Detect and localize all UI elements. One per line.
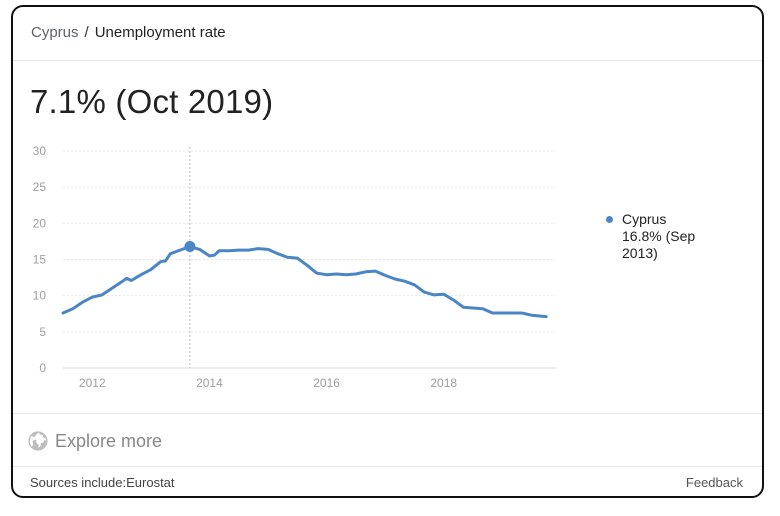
x-tick-label-2012: 2012 xyxy=(79,376,106,390)
legend-series-marker xyxy=(606,216,613,223)
y-tick-label-5: 5 xyxy=(39,325,46,339)
x-tick-label-2014: 2014 xyxy=(196,376,223,390)
breadcrumb-country-link[interactable]: Cyprus xyxy=(31,24,79,41)
legend-text: Cyprus 16.8% (Sep 2013) xyxy=(622,211,736,262)
y-tick-label-15: 15 xyxy=(33,253,47,267)
breadcrumb-topic: Unemployment rate xyxy=(94,24,226,41)
explore-divider-top xyxy=(13,413,762,414)
y-tick-label-0: 0 xyxy=(39,361,46,375)
globe-icon xyxy=(28,431,48,451)
breadcrumb-separator: / xyxy=(84,24,89,41)
y-tick-label-30: 30 xyxy=(33,144,47,158)
legend-series-name: Cyprus xyxy=(622,211,667,227)
series-line-cyprus[interactable] xyxy=(61,245,548,319)
breadcrumb: Cyprus / Unemployment rate xyxy=(31,24,226,41)
legend-value-line2: 2013) xyxy=(622,245,658,261)
explore-more-link[interactable]: Explore more xyxy=(27,430,162,452)
footer-divider xyxy=(13,466,762,467)
highlight-point[interactable] xyxy=(184,240,196,252)
current-value-headline: 7.1% (Oct 2019) xyxy=(30,83,274,120)
chart-legend: Cyprus 16.8% (Sep 2013) xyxy=(606,211,736,262)
explore-more-label: Explore more xyxy=(55,430,163,451)
x-tick-label-2018: 2018 xyxy=(430,376,457,390)
unemployment-line-chart[interactable]: 0 5 10 15 20 25 30 2012 2014 2016 2018 xyxy=(13,7,764,407)
sources-text: Sources include:Eurostat xyxy=(30,475,175,490)
x-tick-label-2016: 2016 xyxy=(313,376,340,390)
feedback-link[interactable]: Feedback xyxy=(685,475,743,490)
legend-value-line1: 16.8% (Sep xyxy=(622,228,696,244)
y-tick-label-20: 20 xyxy=(33,216,47,230)
knowledge-card: Cyprus / Unemployment rate 7.1% (Oct 2019)… xyxy=(11,5,764,498)
y-tick-label-25: 25 xyxy=(33,180,47,194)
y-tick-label-10: 10 xyxy=(33,289,47,303)
header-divider xyxy=(13,60,762,61)
